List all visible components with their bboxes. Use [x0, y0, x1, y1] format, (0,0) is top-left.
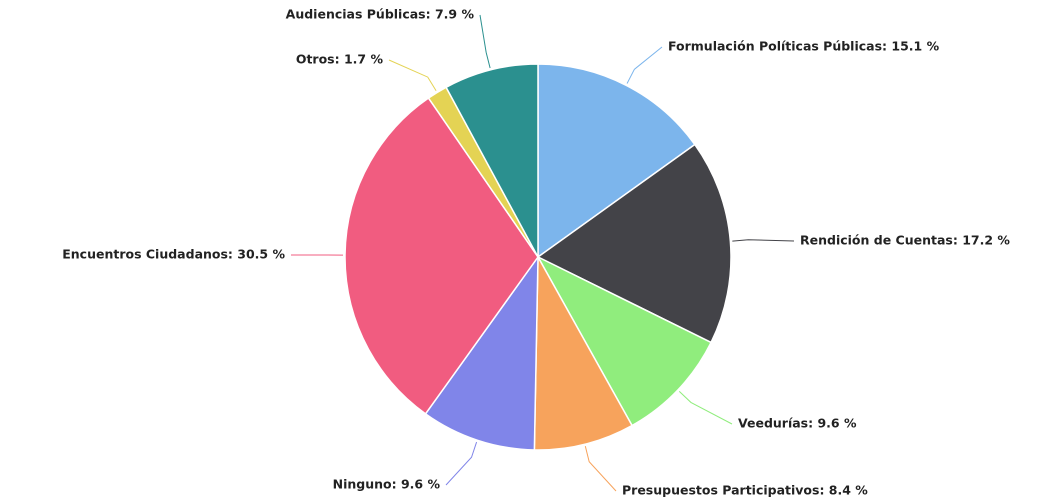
data-label: Presupuestos Participativos: 8.4 %	[622, 483, 868, 498]
data-label: Formulación Políticas Públicas: 15.1 %	[668, 39, 940, 54]
connector	[584, 446, 617, 492]
data-label: Veedurías: 9.6 %	[738, 416, 857, 431]
data-label: Encuentros Ciudadanos: 30.5 %	[62, 247, 285, 262]
pie-slice: Rendición de Cuentas	[536, 143, 732, 344]
connector	[388, 59, 437, 91]
connector	[479, 14, 491, 69]
connector	[678, 391, 733, 425]
pie-slice: Encuentros Ciudadanos	[344, 97, 539, 415]
pie-slice: Audiencias Públicas	[445, 63, 539, 258]
data-label: Ninguno: 9.6 %	[333, 477, 441, 492]
connector	[732, 239, 795, 242]
pie-slice: Presupuestos Participativos	[533, 254, 634, 451]
data-label: Otros: 1.7 %	[296, 52, 384, 67]
pie-slice: Veedurías	[536, 255, 713, 427]
data-label: Audiencias Públicas: 7.9 %	[286, 7, 475, 22]
data-label: Rendición de Cuentas: 17.2 %	[800, 233, 1010, 248]
connector	[626, 46, 663, 84]
connector	[445, 441, 478, 486]
pie-slice: Formulación Políticas Públicas	[537, 63, 696, 259]
pie-slice: Ninguno	[424, 254, 539, 451]
